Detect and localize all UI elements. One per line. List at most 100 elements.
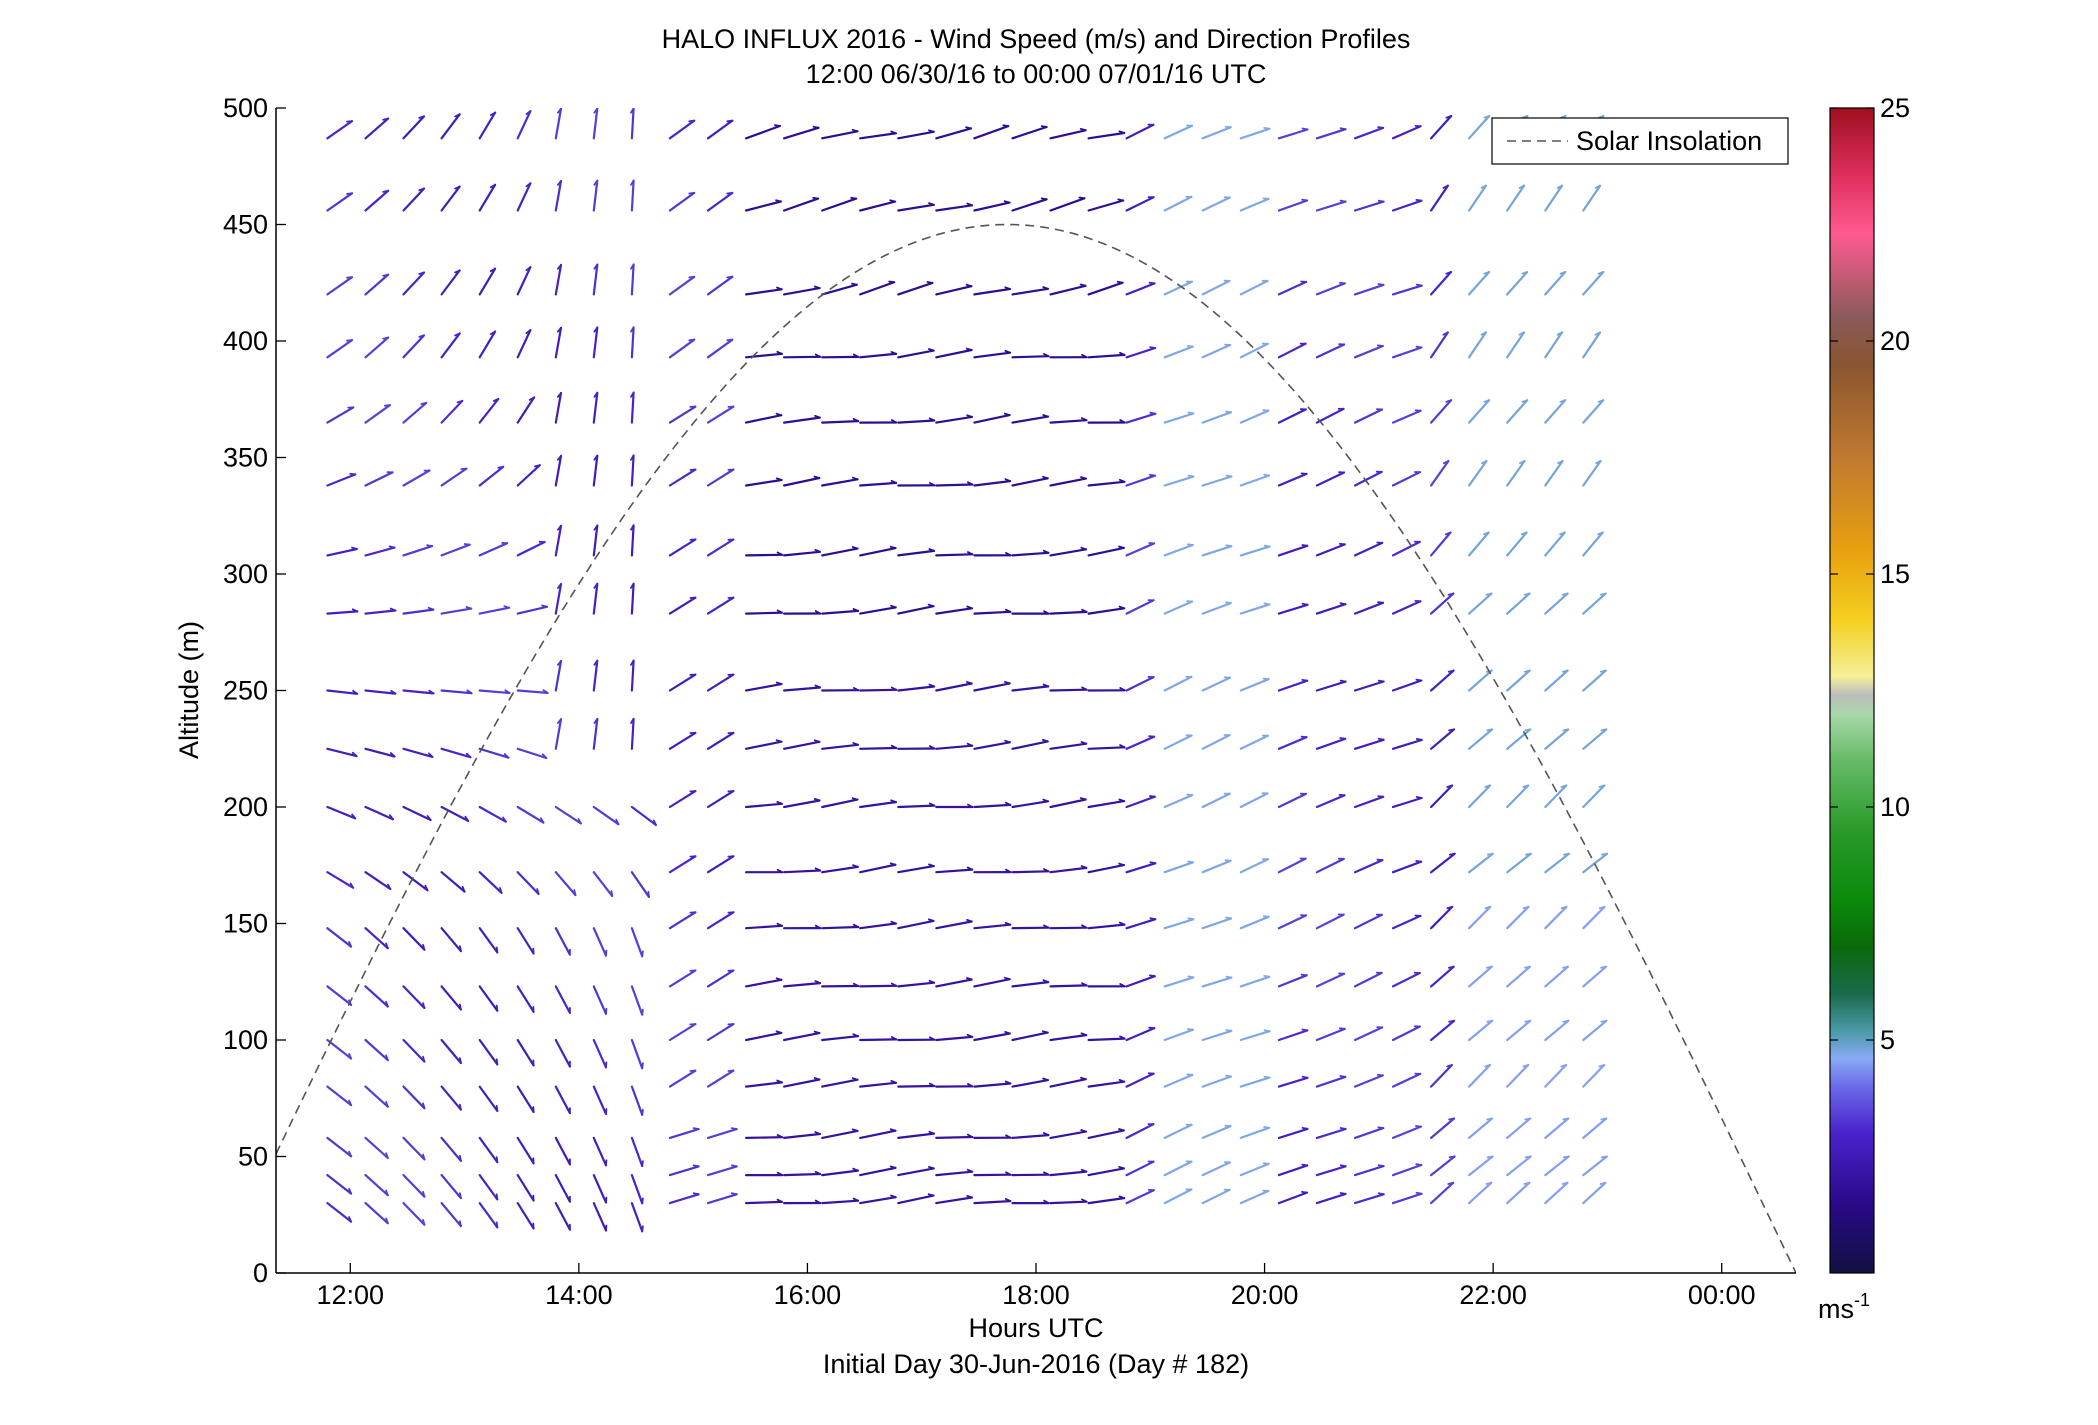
wind-vector-head xyxy=(1559,271,1567,275)
wind-vector-head xyxy=(1263,1075,1271,1079)
wind-vector xyxy=(1163,280,1194,296)
wind-vector xyxy=(440,747,472,759)
wind-vector-head xyxy=(1557,460,1564,465)
wind-vector-head xyxy=(420,401,428,405)
wind-vector-head xyxy=(776,1079,783,1084)
wind-vector xyxy=(668,1069,697,1088)
wind-vector-head xyxy=(966,681,973,685)
wind-vector-head xyxy=(692,1192,700,1196)
wind-vector xyxy=(1429,1181,1455,1205)
wind-vector xyxy=(1391,600,1422,615)
wind-vector-head xyxy=(1523,1181,1531,1185)
wind-vector xyxy=(516,1085,535,1114)
wind-vector xyxy=(668,911,697,930)
wind-vector-head xyxy=(776,1171,783,1176)
wind-vector xyxy=(1467,905,1492,930)
wind-vector xyxy=(782,799,821,809)
wind-vector xyxy=(364,1038,389,1062)
wind-vector xyxy=(1239,127,1271,140)
wind-vector-head xyxy=(1301,1191,1308,1194)
wind-vector-head xyxy=(812,125,820,129)
wind-vector-head xyxy=(967,1083,974,1088)
wind-vector xyxy=(1429,399,1453,424)
wind-vector-head xyxy=(1043,924,1050,929)
wind-vector-head xyxy=(454,269,461,274)
wind-vector-head xyxy=(776,350,783,355)
plot-area: 0 50 100 150 200 250 300 350 400 450 500 12:00 14:0… xyxy=(223,93,1796,1310)
wind-vector-head xyxy=(389,607,397,612)
wind-vector xyxy=(326,805,357,820)
wind-vector xyxy=(935,348,973,359)
wind-vector xyxy=(1087,1167,1126,1177)
wind-vector xyxy=(782,1078,821,1088)
wind-vector-head xyxy=(1600,1117,1608,1121)
wind-vector xyxy=(668,275,696,296)
wind-vector-head xyxy=(1377,126,1384,129)
wind-vector-head xyxy=(890,130,897,135)
wind-vector xyxy=(973,287,1012,296)
wind-vector xyxy=(668,855,697,874)
wind-vector-head xyxy=(630,391,635,398)
wind-vector-head xyxy=(1443,460,1450,465)
wind-vector xyxy=(668,673,697,692)
wind-vector-head xyxy=(593,263,599,270)
wind-vector xyxy=(1201,411,1233,424)
wind-vector-head xyxy=(495,946,499,954)
wind-vector xyxy=(516,1173,535,1202)
wind-vector-head xyxy=(1484,906,1492,910)
wind-vector xyxy=(1506,852,1532,874)
wind-vector-head xyxy=(454,185,461,190)
wind-vector xyxy=(630,524,635,557)
wind-vector-head xyxy=(776,1134,783,1139)
wind-vector xyxy=(1125,735,1156,750)
wind-vector xyxy=(1239,858,1270,874)
wind-vector xyxy=(440,927,462,953)
wind-vector xyxy=(859,132,898,140)
wind-vector-head xyxy=(852,353,860,358)
wind-vector-head xyxy=(1004,349,1011,354)
wind-vector xyxy=(973,124,1010,140)
wind-vector xyxy=(440,689,473,695)
wind-vector-head xyxy=(814,1199,821,1204)
wind-vector-head xyxy=(1339,602,1347,606)
wind-vector-head xyxy=(1080,865,1088,869)
wind-vector xyxy=(1201,792,1231,809)
wind-vector-head xyxy=(461,886,466,893)
wind-vector xyxy=(821,1035,860,1042)
wind-vector-head xyxy=(688,338,696,342)
wind-vectors xyxy=(326,108,1609,1233)
wind-vector xyxy=(859,1081,898,1088)
wind-vector-head xyxy=(1004,478,1011,483)
wind-vector-head xyxy=(1005,552,1012,557)
wind-vector xyxy=(782,197,820,212)
wind-vector xyxy=(1201,676,1232,692)
wind-vector xyxy=(1087,1080,1126,1088)
wind-vector-head xyxy=(890,799,897,803)
wind-vector-head xyxy=(346,192,353,195)
wind-vector-head xyxy=(630,524,635,531)
wind-vector xyxy=(782,1132,822,1140)
wind-vector xyxy=(478,542,509,557)
wind-vector xyxy=(516,605,549,615)
wind-vector-head xyxy=(1080,1076,1087,1081)
wind-vector xyxy=(478,1038,499,1066)
wind-vector xyxy=(1582,331,1602,359)
wind-vector xyxy=(706,1069,735,1088)
wind-vector xyxy=(706,969,735,988)
wind-vector xyxy=(1049,1170,1088,1177)
wind-vector-head xyxy=(850,196,858,200)
wind-vector-head xyxy=(466,689,473,695)
wind-vector xyxy=(554,1201,572,1231)
wind-vector-head xyxy=(1415,1125,1422,1128)
wind-vector-head xyxy=(1600,669,1607,673)
wind-vector-head xyxy=(1004,1198,1012,1202)
wind-vector-head xyxy=(540,817,545,824)
wind-vector xyxy=(1163,543,1194,557)
wind-vector xyxy=(478,927,499,954)
wind-vector-head xyxy=(852,742,859,746)
wind-vector xyxy=(1467,184,1488,212)
wind-vector xyxy=(1315,407,1345,424)
wind-vector-head xyxy=(928,202,935,206)
wind-vector-head xyxy=(426,815,432,821)
wind-vector-head xyxy=(641,1108,644,1116)
